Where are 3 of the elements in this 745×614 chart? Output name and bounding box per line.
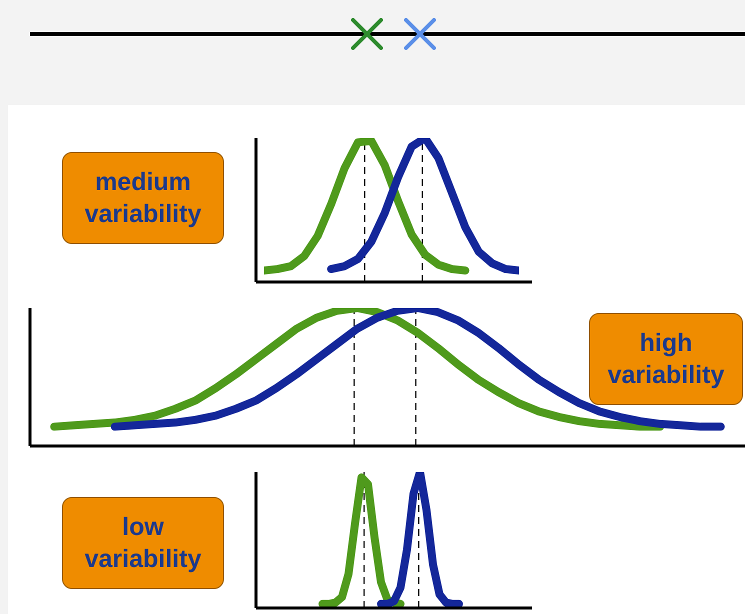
- text: low variability: [62, 497, 224, 589]
- annotation: high variability: [589, 313, 743, 405]
- text: medium variability: [62, 152, 224, 244]
